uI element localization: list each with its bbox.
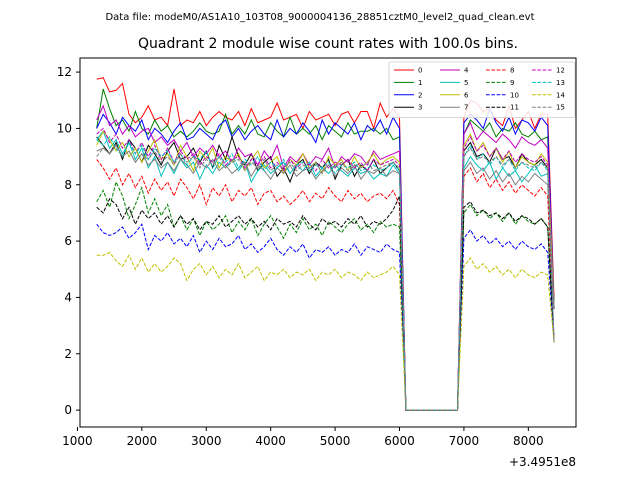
x-tick-label: 3000 — [191, 434, 222, 448]
legend-label: 9 — [510, 79, 514, 87]
y-tick-label: 4 — [64, 290, 72, 304]
y-tick-label: 12 — [57, 65, 72, 79]
x-axis-offset-label: +3.4951e8 — [509, 455, 576, 469]
x-tick-label: 7000 — [449, 434, 480, 448]
x-tick-label: 6000 — [384, 434, 415, 448]
legend-label: 3 — [418, 104, 422, 112]
plot-frame — [79, 57, 577, 428]
axes-layer: 1000 2000 3000 4000 5000 6000 7000 800002468101… — [57, 65, 544, 448]
series-line-11 — [96, 195, 555, 411]
figure-suptitle: Data file: modeM0/AS1A10_103T08_90000041… — [105, 12, 534, 23]
legend-label: 6 — [464, 91, 469, 99]
legend-label: 15 — [556, 104, 565, 112]
series-line-6 — [96, 130, 555, 411]
series-layer — [96, 77, 555, 411]
series-line-1 — [96, 88, 555, 411]
legend-label: 8 — [510, 67, 514, 75]
series-line-4 — [96, 104, 555, 411]
legend-box — [388, 61, 576, 118]
series-line-7 — [96, 144, 555, 411]
legend-label: 2 — [418, 91, 422, 99]
y-tick-label: 10 — [57, 121, 72, 135]
chart-title: Quadrant 2 module wise count rates with … — [138, 36, 518, 52]
legend-label: 1 — [418, 79, 422, 87]
legend-label: 12 — [556, 67, 565, 75]
legend-label: 13 — [556, 79, 565, 87]
series-line-5 — [96, 130, 555, 411]
series-line-13 — [96, 136, 555, 411]
legend-label: 10 — [510, 91, 519, 99]
y-tick-label: 6 — [64, 234, 72, 248]
y-tick-label: 2 — [64, 347, 72, 361]
series-line-15 — [96, 144, 555, 411]
x-tick-label: 4000 — [255, 434, 286, 448]
x-tick-label: 8000 — [513, 434, 544, 448]
x-tick-label: 2000 — [127, 434, 158, 448]
legend-label: 14 — [556, 91, 565, 99]
y-tick-label: 8 — [64, 178, 72, 192]
series-line-10 — [96, 223, 555, 411]
series-line-14 — [96, 251, 555, 411]
y-tick-label: 0 — [64, 403, 72, 417]
series-line-9 — [96, 180, 555, 411]
legend-label: 0 — [418, 67, 422, 75]
legend-label: 4 — [464, 67, 469, 75]
legend-label: 5 — [464, 79, 468, 87]
legend-label: 11 — [510, 104, 519, 112]
x-tick-label: 1000 — [62, 434, 93, 448]
x-tick-label: 5000 — [320, 434, 351, 448]
legend-label: 7 — [464, 104, 468, 112]
series-line-8 — [96, 159, 555, 411]
series-line-2 — [96, 107, 555, 411]
